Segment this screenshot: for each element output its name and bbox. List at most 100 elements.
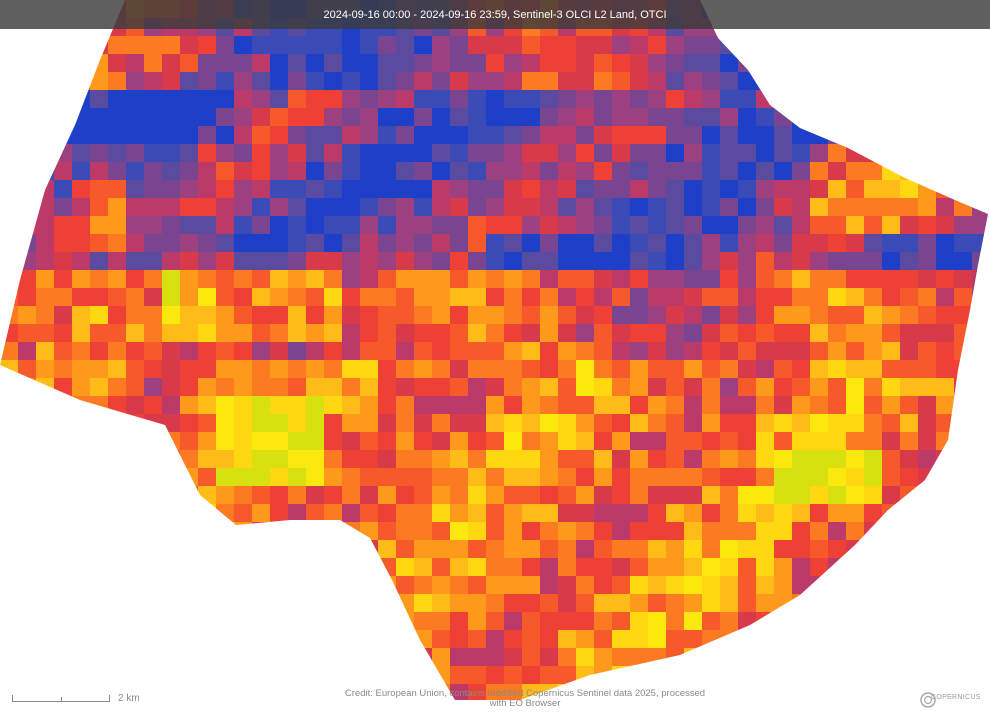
raster-pixel: [126, 252, 144, 270]
raster-pixel: [810, 288, 828, 306]
raster-pixel: [720, 522, 738, 540]
raster-pixel: [900, 252, 918, 270]
raster-pixel: [306, 702, 324, 715]
raster-pixel: [36, 648, 54, 666]
raster-pixel: [828, 414, 846, 432]
raster-pixel: [36, 324, 54, 342]
raster-pixel: [360, 180, 378, 198]
raster-pixel: [54, 198, 72, 216]
raster-pixel: [324, 126, 342, 144]
raster-pixel: [0, 324, 18, 342]
raster-pixel: [324, 612, 342, 630]
raster-pixel: [954, 252, 972, 270]
raster-pixel: [378, 486, 396, 504]
raster-pixel: [882, 702, 900, 715]
raster-pixel: [864, 684, 882, 700]
raster-pixel: [576, 432, 594, 450]
raster-pixel: [108, 36, 126, 54]
raster-pixel: [576, 72, 594, 90]
raster-pixel: [432, 396, 450, 414]
raster-pixel: [378, 630, 396, 648]
raster-pixel: [450, 360, 468, 378]
raster-pixel: [126, 54, 144, 72]
raster-pixel: [504, 612, 522, 630]
raster-pixel: [720, 594, 738, 612]
raster-pixel: [288, 216, 306, 234]
raster-pixel: [594, 162, 612, 180]
raster-pixel: [918, 540, 936, 558]
raster-pixel: [936, 612, 954, 630]
raster-pixel: [126, 576, 144, 594]
raster-pixel: [738, 468, 756, 486]
raster-pixel: [72, 108, 90, 126]
raster-pixel: [612, 162, 630, 180]
raster-pixel: [288, 486, 306, 504]
raster-pixel: [414, 522, 432, 540]
copernicus-logo[interactable]: COPERNICUS: [918, 690, 980, 710]
raster-pixel: [162, 342, 180, 360]
raster-pixel: [540, 378, 558, 396]
raster-pixel: [882, 108, 900, 126]
raster-pixel: [918, 324, 936, 342]
raster-pixel: [432, 198, 450, 216]
raster-pixel: [198, 468, 216, 486]
raster-pixel: [90, 396, 108, 414]
raster-pixel: [180, 144, 198, 162]
raster-pixel: [882, 666, 900, 684]
raster-pixel: [594, 396, 612, 414]
raster-pixel: [720, 126, 738, 144]
logo-text: COPERNICUS: [931, 694, 981, 701]
raster-pixel: [720, 306, 738, 324]
raster-pixel: [306, 540, 324, 558]
raster-pixel: [792, 630, 810, 648]
raster-pixel: [90, 342, 108, 360]
raster-pixel: [774, 360, 792, 378]
raster-pixel: [954, 126, 972, 144]
raster-pixel: [18, 666, 36, 684]
raster-pixel: [216, 378, 234, 396]
raster-pixel: [162, 396, 180, 414]
raster-pixel: [504, 648, 522, 666]
raster-pixel: [846, 414, 864, 432]
raster-pixel: [702, 234, 720, 252]
raster-pixel: [972, 558, 988, 576]
raster-pixel: [918, 144, 936, 162]
raster-pixel: [162, 360, 180, 378]
raster-pixel: [666, 198, 684, 216]
raster-pixel: [36, 522, 54, 540]
raster-pixel: [468, 522, 486, 540]
raster-pixel: [126, 342, 144, 360]
raster-pixel: [828, 270, 846, 288]
raster-pixel: [108, 54, 126, 72]
raster-pixel: [468, 648, 486, 666]
raster-pixel: [486, 540, 504, 558]
raster-pixel: [126, 234, 144, 252]
raster-pixel: [306, 108, 324, 126]
raster-pixel: [216, 180, 234, 198]
raster-pixel: [162, 108, 180, 126]
raster-pixel: [648, 594, 666, 612]
raster-pixel: [72, 522, 90, 540]
raster-pixel: [504, 126, 522, 144]
raster-pixel: [198, 396, 216, 414]
raster-pixel: [108, 594, 126, 612]
raster-pixel: [306, 576, 324, 594]
raster-pixel: [288, 144, 306, 162]
raster-pixel: [126, 396, 144, 414]
raster-pixel: [540, 324, 558, 342]
raster-pixel: [936, 270, 954, 288]
raster-pixel: [666, 450, 684, 468]
raster-pixel: [918, 360, 936, 378]
raster-pixel: [558, 630, 576, 648]
raster-pixel: [36, 288, 54, 306]
raster-pixel: [792, 666, 810, 684]
raster-pixel: [630, 162, 648, 180]
raster-pixel: [900, 540, 918, 558]
raster-pixel: [972, 414, 988, 432]
raster-pixel: [648, 270, 666, 288]
raster-pixel: [198, 234, 216, 252]
raster-pixel: [756, 576, 774, 594]
raster-pixel: [72, 72, 90, 90]
